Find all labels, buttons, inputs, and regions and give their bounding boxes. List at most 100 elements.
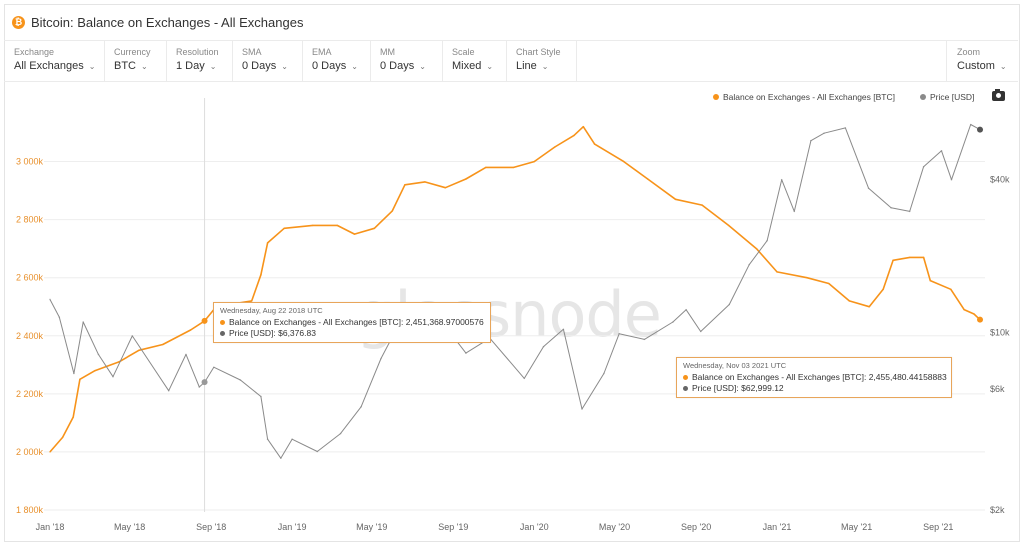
- currency-label: Currency: [114, 47, 151, 57]
- price-point: [339, 432, 342, 435]
- balance-point: [963, 308, 965, 311]
- price-point: [890, 207, 892, 209]
- tooltip-price: Price [USD]: $6,376.83: [229, 328, 316, 338]
- price-point: [260, 395, 262, 398]
- chart-title: Bitcoin: Balance on Exchanges - All Exch…: [31, 14, 304, 30]
- chevron-down-icon: ⌄: [999, 62, 1007, 71]
- balance-point: [391, 210, 394, 212]
- x-tick-label: May '18: [114, 522, 145, 532]
- price-point: [672, 321, 674, 323]
- price-point: [73, 372, 75, 375]
- balance-point: [72, 416, 75, 418]
- exchange-label: Exchange: [14, 47, 55, 57]
- price-point: [58, 316, 61, 318]
- legend-dot: [920, 94, 926, 100]
- tooltip-date: Wednesday, Nov 03 2021 UTC: [683, 361, 787, 370]
- balance-point: [353, 233, 356, 235]
- resolution-select[interactable]: Resolution 1 Day ⌄: [166, 41, 233, 81]
- ema-label: EMA: [312, 47, 332, 57]
- resolution-label: Resolution: [176, 47, 219, 57]
- price-point: [380, 357, 382, 360]
- legend-dot: [713, 94, 719, 100]
- legend-item-balance[interactable]: Balance on Exchanges - All Exchanges [BT…: [713, 92, 895, 102]
- price-point: [618, 332, 620, 335]
- balance-point: [950, 288, 952, 291]
- tooltip-balance: Balance on Exchanges - All Exchanges [BT…: [229, 317, 484, 327]
- chevron-down-icon: ⌄: [486, 62, 494, 71]
- resolution-value: 1 Day: [176, 60, 205, 72]
- left-tick-label: 2 200k: [16, 389, 44, 399]
- balance-point: [49, 451, 51, 453]
- left-tick-label: 2 400k: [16, 331, 44, 341]
- balance-point: [848, 300, 851, 302]
- price-hover-marker: [201, 379, 208, 386]
- bitcoin-icon: ₿: [12, 15, 25, 29]
- exchange-value: All Exchanges: [14, 60, 84, 72]
- left-tick-label: 3 000k: [16, 157, 44, 167]
- balance-point: [554, 146, 556, 148]
- price-point: [780, 178, 783, 181]
- currency-select[interactable]: Currency BTC ⌄: [104, 41, 167, 81]
- camera-icon[interactable]: [992, 89, 1005, 101]
- balance-point: [929, 279, 932, 282]
- x-tick-label: Sep '19: [438, 522, 468, 532]
- balance-point: [404, 183, 406, 186]
- sma-label: SMA: [242, 47, 262, 57]
- balance-point: [674, 198, 677, 201]
- price-point: [49, 298, 51, 301]
- price-point: [280, 457, 282, 459]
- chevron-down-icon: ⌄: [541, 62, 549, 71]
- balance-point: [892, 259, 894, 262]
- price-point: [542, 345, 545, 348]
- balance-point: [266, 242, 269, 244]
- price-point: [867, 187, 870, 190]
- mm-select[interactable]: MM 0 Days ⌄: [370, 41, 443, 81]
- balance-point: [423, 181, 426, 183]
- chart-header: ₿ Bitcoin: Balance on Exchanges - All Ex…: [12, 12, 303, 32]
- chart-style-select[interactable]: Chart Style Line ⌄: [506, 41, 577, 81]
- price-point: [922, 165, 925, 168]
- sma-select[interactable]: SMA 0 Days ⌄: [232, 41, 303, 81]
- price-point: [908, 210, 911, 213]
- x-tick-label: Jan '18: [36, 522, 65, 532]
- tooltip-dot: [683, 386, 688, 391]
- price-point: [562, 328, 565, 331]
- balance-point: [908, 256, 911, 259]
- chevron-down-icon: ⌄: [351, 62, 358, 71]
- legend-label: Price [USD]: [930, 92, 975, 102]
- balance-point: [922, 256, 925, 259]
- exchange-select[interactable]: Exchange All Exchanges ⌄: [4, 41, 105, 81]
- balance-point: [533, 160, 536, 163]
- tooltip-aug-2018: Wednesday, Aug 22 2018 UTC Balance on Ex…: [213, 302, 491, 343]
- mm-label: MM: [380, 47, 395, 57]
- balance-point: [161, 343, 164, 346]
- price-point: [198, 386, 201, 388]
- balance-point: [512, 166, 515, 169]
- x-tick-label: Sep '18: [196, 522, 226, 532]
- price-point: [97, 353, 100, 356]
- price-point: [112, 375, 114, 378]
- price-end-marker: [977, 126, 984, 133]
- balance-point: [973, 313, 975, 315]
- ema-select[interactable]: EMA 0 Days ⌄: [302, 41, 371, 81]
- scale-select[interactable]: Scale Mixed ⌄: [442, 41, 507, 81]
- balance-point: [260, 274, 262, 276]
- price-point: [185, 353, 187, 356]
- balance-point: [776, 271, 778, 273]
- x-tick-label: May '19: [356, 522, 387, 532]
- right-tick-label: $40k: [990, 175, 1010, 185]
- price-point: [685, 308, 687, 311]
- balance-point: [138, 349, 140, 352]
- price-point: [239, 379, 242, 381]
- x-tick-label: Jan '21: [763, 522, 792, 532]
- balance-point: [79, 378, 81, 381]
- legend-item-price[interactable]: Price [USD]: [920, 92, 974, 102]
- zoom-select[interactable]: Zoom Custom ⌄: [946, 41, 1019, 81]
- balance-point: [582, 125, 585, 128]
- price-point: [213, 366, 215, 369]
- tooltip-dot: [220, 331, 225, 336]
- tooltip-nov-2021: Wednesday, Nov 03 2021 UTC Balance on Ex…: [676, 357, 952, 398]
- balance-point: [444, 186, 447, 189]
- balance-point: [311, 224, 314, 227]
- price-point: [823, 132, 825, 134]
